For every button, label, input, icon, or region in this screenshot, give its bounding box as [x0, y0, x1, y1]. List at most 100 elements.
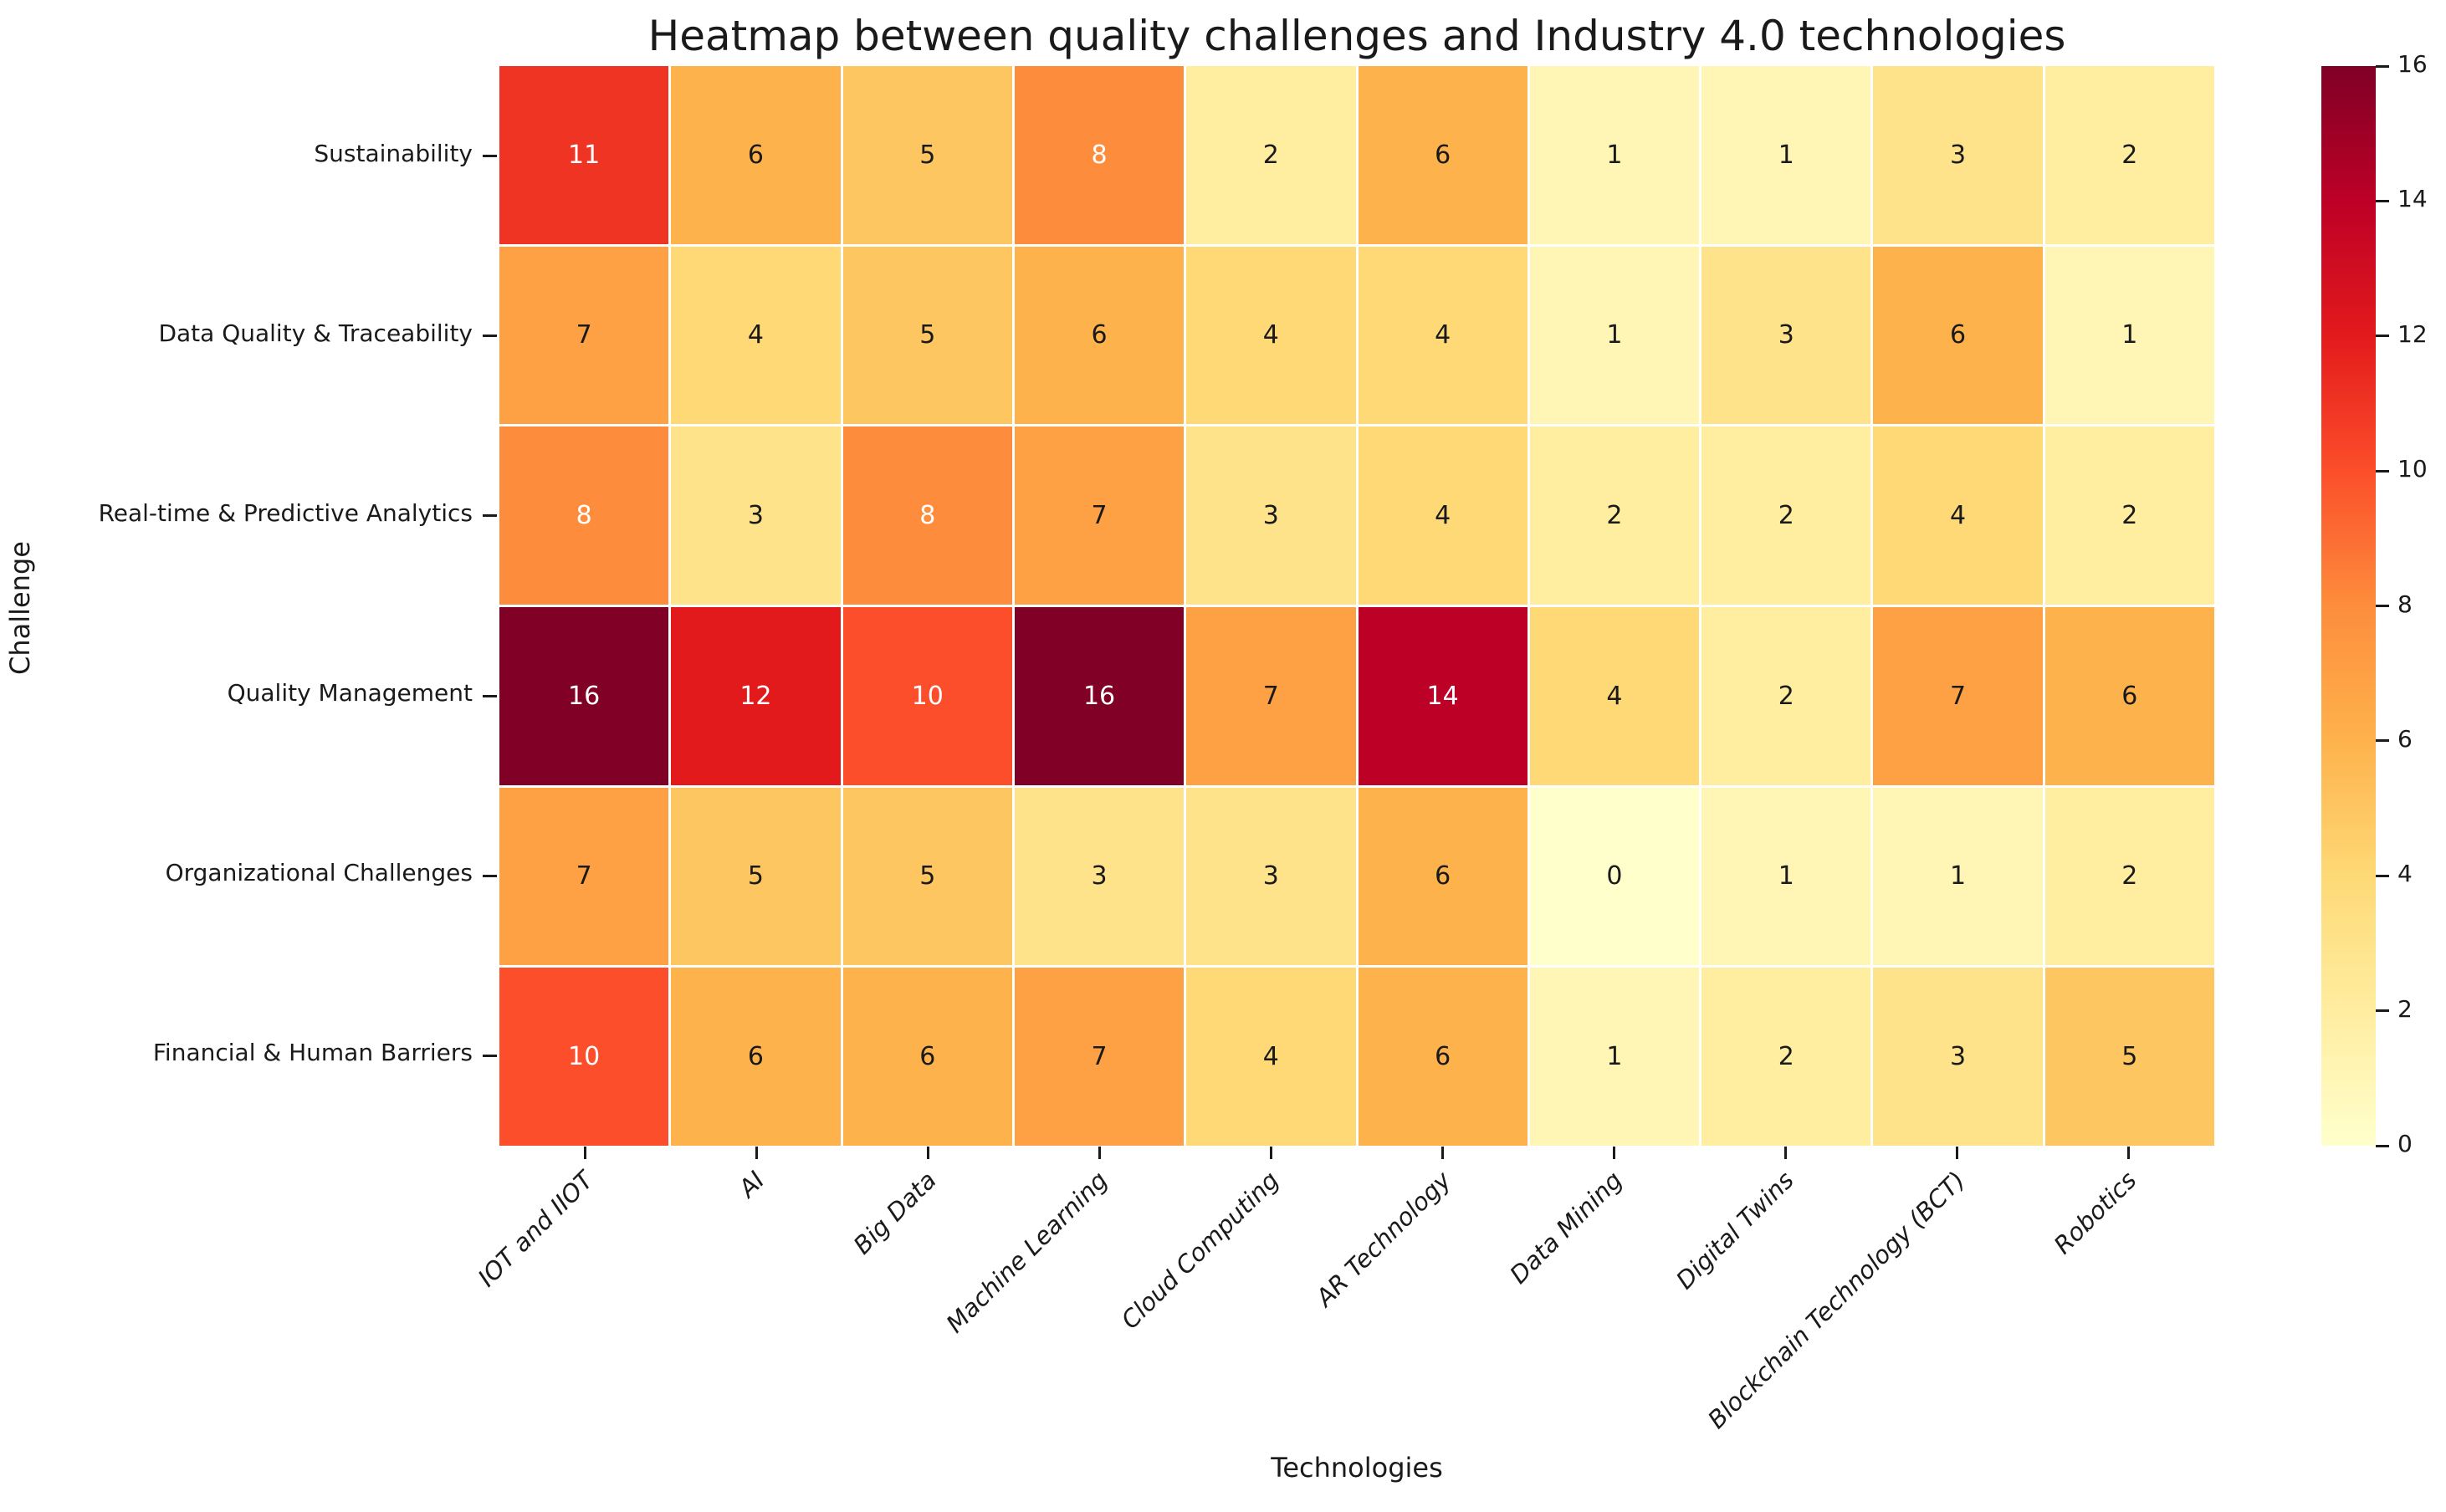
colorbar-tick-label: 2: [2397, 994, 2413, 1023]
heatmap-cell: 2: [2044, 787, 2214, 966]
cell-value: 3: [1949, 140, 1967, 170]
cell-value: 2: [1778, 681, 1794, 711]
heatmap-cell: 3: [671, 427, 841, 605]
heatmap-cell: 16: [499, 607, 669, 785]
cell-value: 3: [1262, 501, 1279, 531]
cell-value: 3: [1949, 1042, 1967, 1072]
cell-value: 1: [1606, 140, 1623, 170]
x-tick-mark: [1956, 1147, 1958, 1159]
cell-value: 6: [747, 140, 764, 170]
cell-value: 6: [1435, 861, 1451, 891]
cell-value: 1: [1778, 140, 1794, 170]
cell-value: 2: [1262, 140, 1279, 170]
cell-value: 6: [1435, 1042, 1451, 1072]
y-tick-label: Organizational Challenges: [165, 859, 473, 887]
heatmap-cell: 3: [1873, 66, 2043, 244]
cell-value: 2: [1778, 501, 1794, 531]
heatmap-cell: 10: [842, 607, 1012, 785]
heatmap-cell: 11: [499, 66, 669, 244]
heatmap-grid: 11 6 5 8 2 6 1 1 3 2 7 4 5 6 4 4 1 3 6 1 8 3 8 7 3 4 2 2 4 2 16 12 10 16 7…: [499, 66, 2214, 1146]
colorbar-tick-label: 0: [2397, 1130, 2413, 1157]
heatmap-cell: 5: [842, 787, 1012, 966]
heatmap-cell: 7: [499, 246, 669, 425]
cell-value: 6: [2121, 681, 2138, 711]
heatmap-cell: 2: [1701, 427, 1871, 605]
y-tick-mark: [483, 874, 497, 877]
heatmap-cell: 6: [1014, 246, 1185, 425]
x-tick-mark: [1270, 1147, 1272, 1159]
cell-value: 5: [919, 320, 936, 350]
colorbar-tick-label: 12: [2397, 319, 2428, 348]
x-tick-label: AI: [733, 1166, 770, 1203]
heatmap-cell: 7: [1014, 968, 1185, 1146]
cell-value: 3: [1262, 861, 1279, 891]
heatmap-cell: 6: [1358, 787, 1527, 966]
cell-value: 11: [568, 140, 601, 170]
cell-value: 1: [1606, 1042, 1623, 1072]
x-tick-label: Big Data: [847, 1166, 942, 1260]
x-tick-mark: [1784, 1147, 1787, 1159]
cell-value: 8: [1091, 140, 1108, 170]
cell-value: 0: [1606, 861, 1623, 891]
colorbar-tick-label: 10: [2397, 455, 2428, 483]
heatmap-cell: 0: [1529, 787, 1700, 966]
colorbar-tick-label: 6: [2397, 724, 2413, 753]
y-tick-mark: [483, 514, 497, 518]
heatmap-cell: 12: [671, 607, 841, 785]
cell-value: 6: [919, 1042, 936, 1072]
y-tick-mark: [483, 155, 497, 158]
y-tick-mark: [483, 694, 497, 697]
x-tick-mark: [1098, 1147, 1101, 1159]
cell-value: 3: [1778, 320, 1794, 350]
x-tick-mark: [927, 1147, 929, 1159]
cell-value: 12: [739, 681, 772, 711]
colorbar-tick-mark: [2376, 1009, 2389, 1013]
heatmap-cell: 7: [1873, 607, 2043, 785]
colorbar-tick-label: 14: [2397, 185, 2428, 213]
cell-value: 3: [747, 501, 764, 531]
cell-value: 6: [1435, 140, 1451, 170]
x-tick-label: IOT and IIOT: [472, 1166, 599, 1293]
y-tick-mark: [483, 335, 497, 338]
heatmap-cell: 4: [1529, 607, 1700, 785]
cell-value: 6: [1091, 320, 1108, 350]
y-tick-label: Data Quality & Traceability: [158, 319, 473, 347]
cell-value: 10: [911, 681, 944, 711]
heatmap-cell: 3: [1873, 968, 2043, 1146]
x-tick-label: Machine Learning: [940, 1166, 1113, 1339]
heatmap-cell: 4: [671, 246, 841, 425]
colorbar-tick-mark: [2376, 335, 2389, 338]
cell-value: 16: [1082, 681, 1116, 711]
x-tick-mark: [584, 1147, 586, 1159]
x-tick-label: Digital Twins: [1670, 1166, 1799, 1295]
cell-value: 1: [2121, 320, 2138, 350]
heatmap-cell: 4: [1358, 246, 1527, 425]
heatmap-cell: 7: [1014, 427, 1185, 605]
heatmap-cell: 7: [499, 787, 669, 966]
cell-value: 14: [1426, 681, 1459, 711]
heatmap-cell: 3: [1186, 787, 1356, 966]
colorbar-tick-mark: [2376, 64, 2389, 68]
cell-value: 4: [1435, 320, 1451, 350]
cell-value: 5: [919, 861, 936, 891]
heatmap-cell: 4: [1186, 246, 1356, 425]
heatmap-cell: 1: [1701, 787, 1871, 966]
heatmap-cell: 2: [1529, 427, 1700, 605]
heatmap-cell: 3: [1701, 246, 1871, 425]
heatmap-cell: 1: [1529, 968, 1700, 1146]
cell-value: 16: [568, 681, 601, 711]
cell-value: 7: [1091, 1042, 1108, 1072]
x-tick-label: AR Technology: [1309, 1166, 1456, 1312]
heatmap-cell: 1: [1873, 787, 2043, 966]
x-tick-mark: [1441, 1147, 1444, 1159]
heatmap-cell: 5: [842, 246, 1012, 425]
colorbar-tick-mark: [2376, 874, 2389, 877]
cell-value: 4: [1606, 681, 1623, 711]
colorbar-tick-mark: [2376, 469, 2389, 472]
y-tick-label: Sustainability: [314, 139, 473, 167]
heatmap-cell: 2: [2044, 427, 2214, 605]
cell-value: 4: [1262, 1042, 1279, 1072]
heatmap-cell: 6: [1873, 246, 2043, 425]
heatmap-cell: 6: [1358, 968, 1527, 1146]
